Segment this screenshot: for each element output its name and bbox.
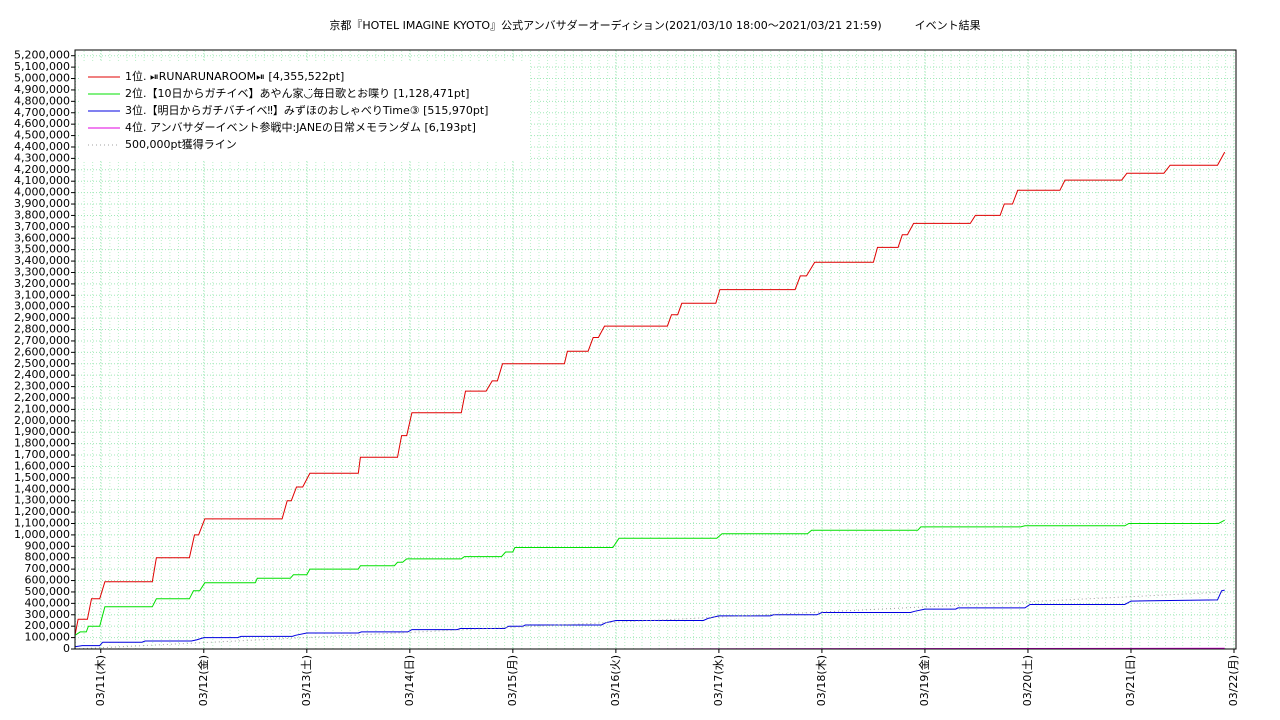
y-tick-label: 3,600,000 bbox=[14, 231, 70, 244]
y-tick-label: 4,500,000 bbox=[14, 129, 70, 142]
series-line bbox=[74, 151, 1226, 636]
y-tick-label: 3,500,000 bbox=[14, 243, 70, 256]
y-tick-label: 3,100,000 bbox=[14, 288, 70, 301]
y-tick-label: 300,000 bbox=[25, 608, 71, 621]
series-line bbox=[74, 589, 1225, 648]
y-tick-label: 1,900,000 bbox=[14, 425, 70, 438]
x-tick-label: 03/11(木) bbox=[94, 655, 107, 706]
y-tick-label: 0 bbox=[63, 642, 70, 655]
y-tick-label: 4,100,000 bbox=[14, 174, 70, 187]
y-tick-label: 3,300,000 bbox=[14, 265, 70, 278]
y-tick-label: 2,000,000 bbox=[14, 414, 70, 427]
y-tick-label: 900,000 bbox=[25, 539, 71, 552]
y-tick-label: 3,000,000 bbox=[14, 300, 70, 313]
grid bbox=[75, 50, 1235, 650]
y-tick-label: 1,200,000 bbox=[14, 505, 70, 518]
x-tick-label: 03/17(水) bbox=[712, 655, 725, 706]
y-tick-label: 4,300,000 bbox=[14, 151, 70, 164]
legend-box bbox=[80, 62, 530, 160]
y-tick-label: 700,000 bbox=[25, 562, 71, 575]
x-tick-label: 03/12(金) bbox=[196, 655, 210, 706]
y-tick-label: 3,800,000 bbox=[14, 208, 70, 221]
legend-label: 3位.【明日からガチバチイベ‼︎】みずほのおしゃべりTime③ [515,970… bbox=[125, 103, 488, 117]
y-tick-label: 1,500,000 bbox=[14, 471, 70, 484]
y-tick-label: 100,000 bbox=[25, 631, 71, 644]
x-tick-label: 03/14(日) bbox=[403, 655, 416, 706]
y-tick-label: 800,000 bbox=[25, 551, 71, 564]
x-tick-label: 03/18(木) bbox=[815, 655, 828, 706]
legend-label: 4位. アンバサダーイベント参戦中:JANEの日常メモランダム [6,193pt… bbox=[125, 120, 476, 134]
y-tick-label: 4,600,000 bbox=[14, 117, 70, 130]
x-tick-label: 03/16(火) bbox=[609, 655, 622, 706]
y-tick-label: 3,700,000 bbox=[14, 220, 70, 233]
legend-label: 1位. ⏯RUNARUNAROOM⏯ [4,355,522pt] bbox=[125, 69, 344, 83]
x-tick-label: 03/20(土) bbox=[1021, 655, 1034, 706]
y-tick-label: 4,200,000 bbox=[14, 163, 70, 176]
chart-title: 京都『HOTEL IMAGINE KYOTO』公式アンバサダーオーディション(2… bbox=[329, 18, 980, 32]
x-tick-label: 03/22(月) bbox=[1227, 655, 1240, 706]
x-tick-label: 03/15(月) bbox=[506, 655, 519, 706]
y-tick-label: 3,400,000 bbox=[14, 254, 70, 267]
axes: 0100,000200,000300,000400,000500,000600,… bbox=[14, 49, 1240, 707]
plot-frame bbox=[74, 49, 1237, 650]
y-tick-label: 400,000 bbox=[25, 596, 71, 609]
y-tick-label: 5,100,000 bbox=[14, 60, 70, 73]
y-tick-label: 3,900,000 bbox=[14, 197, 70, 210]
y-tick-label: 1,100,000 bbox=[14, 516, 70, 529]
y-tick-label: 4,000,000 bbox=[14, 186, 70, 199]
legend: 1位. ⏯RUNARUNAROOM⏯ [4,355,522pt] 2位.【10日か… bbox=[88, 69, 488, 151]
y-tick-label: 2,600,000 bbox=[14, 345, 70, 358]
y-tick-label: 200,000 bbox=[25, 619, 71, 632]
y-tick-label: 4,800,000 bbox=[14, 94, 70, 107]
y-tick-label: 3,200,000 bbox=[14, 277, 70, 290]
x-tick-label: 03/21(日) bbox=[1124, 655, 1137, 706]
legend-label: 2位.【10日からガチイベ】あやん家◡̈毎日歌とお喋り [1,128,471pt… bbox=[125, 86, 469, 100]
y-tick-label: 5,200,000 bbox=[14, 49, 70, 62]
y-tick-label: 2,400,000 bbox=[14, 368, 70, 381]
y-tick-label: 1,600,000 bbox=[14, 459, 70, 472]
y-tick-label: 2,800,000 bbox=[14, 323, 70, 336]
y-tick-label: 4,700,000 bbox=[14, 106, 70, 119]
x-tick-label: 03/13(土) bbox=[300, 655, 313, 706]
y-tick-label: 1,800,000 bbox=[14, 437, 70, 450]
y-tick-label: 2,500,000 bbox=[14, 357, 70, 370]
series bbox=[74, 151, 1226, 650]
y-tick-label: 4,900,000 bbox=[14, 83, 70, 96]
legend-label: 500,000pt獲得ライン bbox=[125, 138, 237, 151]
y-tick-label: 4,400,000 bbox=[14, 140, 70, 153]
y-tick-label: 1,300,000 bbox=[14, 494, 70, 507]
y-tick-label: 2,700,000 bbox=[14, 334, 70, 347]
series-line bbox=[74, 519, 1225, 636]
x-tick-label: 03/19(金) bbox=[917, 655, 931, 706]
y-tick-label: 2,300,000 bbox=[14, 380, 70, 393]
y-tick-label: 1,000,000 bbox=[14, 528, 70, 541]
y-tick-label: 2,900,000 bbox=[14, 311, 70, 324]
y-tick-label: 500,000 bbox=[25, 585, 71, 598]
y-tick-label: 600,000 bbox=[25, 574, 71, 587]
y-tick-label: 2,200,000 bbox=[14, 391, 70, 404]
y-tick-label: 2,100,000 bbox=[14, 402, 70, 415]
y-tick-label: 5,000,000 bbox=[14, 72, 70, 85]
y-tick-label: 1,700,000 bbox=[14, 448, 70, 461]
y-tick-label: 1,400,000 bbox=[14, 482, 70, 495]
